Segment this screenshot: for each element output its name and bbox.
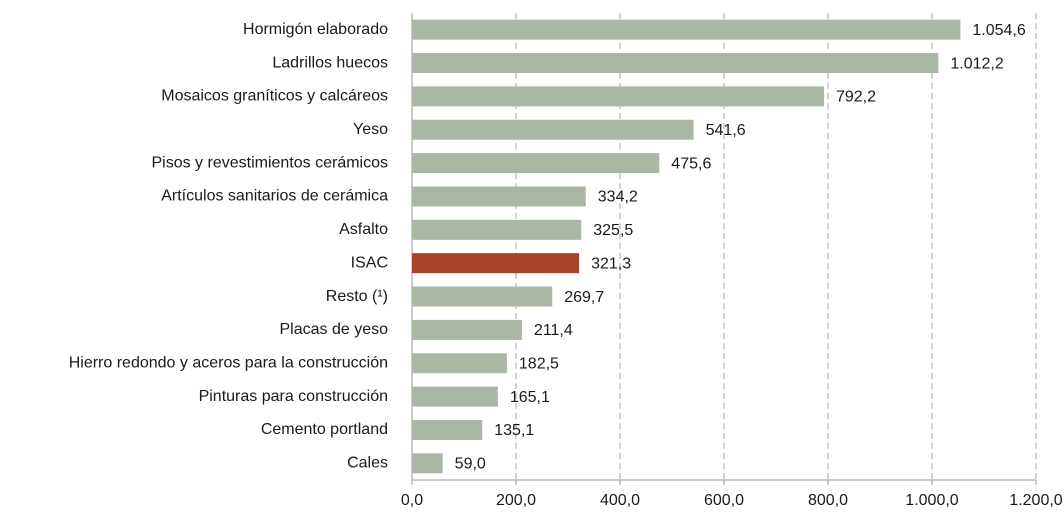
- bar: [412, 119, 694, 140]
- bar: [412, 286, 553, 307]
- y-tick-label: Asfalto: [339, 221, 388, 238]
- y-tick-label: Resto (¹): [326, 288, 388, 305]
- x-tick-label: 1.000,0: [905, 492, 958, 509]
- value-label: 475,6: [671, 155, 711, 172]
- value-label: 1.054,6: [972, 22, 1025, 39]
- x-tick-label: 600,0: [704, 492, 744, 509]
- bar: [412, 253, 580, 274]
- value-label: 211,4: [534, 322, 573, 339]
- value-label: 135,1: [494, 422, 534, 439]
- value-label: 182,5: [519, 355, 559, 372]
- value-label: 325,5: [593, 222, 633, 239]
- value-label: 1.012,2: [950, 55, 1003, 72]
- y-tick-label: Cemento portland: [261, 421, 388, 438]
- bar: [412, 453, 443, 474]
- bar: [412, 319, 522, 340]
- y-tick-label: Artículos sanitarios de cerámica: [161, 188, 388, 205]
- x-tick-label: 800,0: [808, 492, 848, 509]
- bar: [412, 186, 586, 207]
- value-label: 165,1: [510, 389, 550, 406]
- y-tick-label: Mosaicos graníticos y calcáreos: [161, 88, 388, 105]
- y-tick-label: Ladrillos huecos: [272, 54, 388, 71]
- value-label: 541,6: [706, 122, 746, 139]
- value-label: 321,3: [591, 255, 631, 272]
- y-tick-label: Yeso: [353, 121, 388, 138]
- x-tick-label: 1.200,0: [1009, 492, 1062, 509]
- bar: [412, 153, 660, 174]
- value-label: 792,2: [836, 89, 876, 106]
- value-label: 334,2: [598, 189, 638, 206]
- bar: [412, 386, 498, 407]
- bar: [412, 219, 582, 240]
- y-tick-label: ISAC: [351, 254, 388, 271]
- x-tick-label: 0,0: [401, 492, 423, 509]
- bar: [412, 19, 961, 40]
- bar: [412, 53, 939, 74]
- y-tick-label: Hierro redondo y aceros para la construc…: [69, 354, 388, 371]
- x-tick-label: 200,0: [496, 492, 536, 509]
- x-tick-label: 400,0: [600, 492, 640, 509]
- bar: [412, 86, 824, 107]
- bar: [412, 419, 483, 440]
- value-label: 269,7: [564, 289, 604, 306]
- y-tick-label: Hormigón elaborado: [243, 21, 388, 38]
- y-tick-label: Cales: [347, 455, 388, 472]
- bar: [412, 353, 507, 374]
- value-label: 59,0: [455, 456, 486, 473]
- y-tick-label: Pisos y revestimientos cerámicos: [151, 154, 388, 171]
- y-tick-label: Placas de yeso: [279, 321, 388, 338]
- y-tick-label: Pinturas para construcción: [199, 388, 388, 405]
